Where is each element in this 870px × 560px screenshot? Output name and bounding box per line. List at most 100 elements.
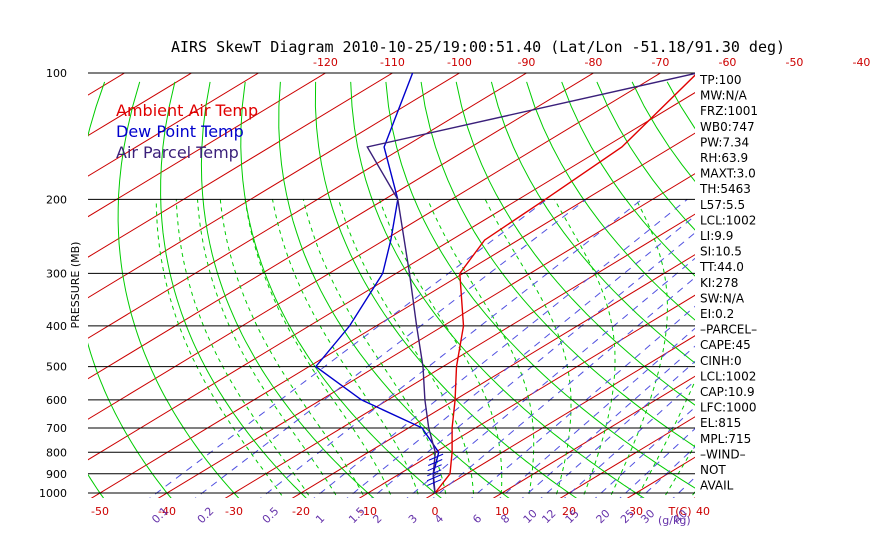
- moist-adiabat-line: [219, 199, 366, 498]
- index-value: SW:N/A: [700, 291, 745, 305]
- index-value: CAP:10.9: [700, 385, 755, 399]
- bottom-temp-unit: T(C): [668, 505, 692, 518]
- bottom-temp-tick-label: 10: [495, 505, 509, 518]
- mixing-ratio-tick-label: 1: [313, 512, 327, 526]
- moist-adiabat-line: [379, 199, 503, 498]
- y-tick-label: 300: [46, 267, 67, 280]
- index-value: LFC:1000: [700, 401, 757, 415]
- index-value: LI:9.9: [700, 229, 733, 243]
- dry-adiabat-line: [490, 81, 695, 364]
- surface-hatch-mark: [427, 464, 442, 472]
- mixing-ratio-line: [432, 276, 695, 498]
- index-value: EL:815: [700, 416, 741, 430]
- isotherm-line: [425, 335, 695, 498]
- mixing-ratio-line: [370, 232, 695, 498]
- dry-adiabat-line: [88, 473, 105, 498]
- y-tick-label: 800: [46, 446, 67, 459]
- top-temp-tick-label: -100: [447, 56, 472, 69]
- mixing-ratio-tick-label: 0.5: [260, 505, 282, 527]
- mixing-ratio-tick-label: 6: [470, 512, 484, 526]
- isotherm-line: [88, 92, 695, 461]
- mixing-ratio-tick-label: 10: [521, 507, 540, 526]
- bottom-temp-tick-label: 20: [562, 505, 576, 518]
- isotherm-line: [291, 254, 695, 498]
- y-tick-label: 400: [46, 320, 67, 333]
- index-value: FRZ:1001: [700, 104, 758, 118]
- axis-tick-labels: -120 -110 -100 -90 -80 -70 -60 -50 -40-50 -40 -30-…: [91, 56, 870, 527]
- bottom-temp-tick-label: -50: [91, 505, 109, 518]
- surface-hatch-mark: [427, 469, 442, 477]
- index-value: NOT: [700, 463, 726, 477]
- dry-adiabat-line: [455, 81, 695, 406]
- isotherm-line: [88, 73, 327, 218]
- index-value: WB0:747: [700, 120, 755, 134]
- profile-air-parcel-temp: [366, 73, 695, 494]
- top-temp-tick-label: -80: [584, 56, 602, 69]
- index-value: TT:44.0: [699, 260, 744, 274]
- moist-adiabat-line: [553, 199, 616, 498]
- index-value: –WIND–: [700, 447, 746, 461]
- moist-adiabat-line: [427, 199, 535, 498]
- isotherm-line: [157, 173, 695, 498]
- moist-adiabat-line: [484, 199, 572, 498]
- dry-adiabat-line: [843, 82, 870, 502]
- dry-adiabat-line: [314, 81, 578, 498]
- chart-title: AIRS SkewT Diagram 2010-10-25/19:00:51.4…: [171, 38, 785, 56]
- isotherm-line: [88, 73, 528, 339]
- bottom-temp-tick-label: 30: [629, 505, 643, 518]
- top-temp-tick-label: -60: [718, 56, 736, 69]
- index-value: PW:7.34: [700, 135, 749, 149]
- index-value: MW:N/A: [700, 89, 748, 103]
- index-value: AVAIL: [700, 479, 734, 493]
- isotherm-line: [88, 73, 595, 380]
- mixing-ratio-line: [521, 345, 695, 498]
- legend-item-ambient-air-temp: Ambient Air Temp: [116, 101, 258, 120]
- index-value: L57:5.5: [700, 198, 745, 212]
- index-value: EI:0.2: [700, 307, 734, 321]
- top-temp-tick-label: -70: [651, 56, 669, 69]
- mixing-ratio-line: [346, 215, 695, 498]
- index-value: MPL:715: [700, 432, 751, 446]
- index-value: TP:100: [699, 73, 742, 87]
- profile-ambient-air-temp: [434, 74, 695, 494]
- index-value: TH:5463: [699, 182, 751, 196]
- mixing-ratio-line: [149, 199, 548, 498]
- surface-hatch-mark: [428, 453, 444, 461]
- surface-hatch-mark: [428, 459, 443, 466]
- mixing-ratio-line: [313, 199, 688, 498]
- mixing-ratio-tick-label: 20: [594, 507, 613, 526]
- dry-adiabat-line: [200, 81, 375, 498]
- isotherm-line: [88, 73, 461, 299]
- y-tick-label: 700: [46, 422, 67, 435]
- mixing-ratio-tick-label: 4: [432, 512, 446, 526]
- y-tick-label: 100: [46, 67, 67, 80]
- dry-adiabat-line: [561, 81, 695, 277]
- isotherm-line: [0, 64, 73, 502]
- mixing-ratio-line: [260, 199, 643, 498]
- mixing-ratio-tick-label: 2: [370, 512, 384, 526]
- isotherm-line: [559, 416, 695, 498]
- isotherm-line: [88, 73, 662, 420]
- index-value: SI:10.5: [700, 245, 742, 259]
- bottom-temp-tick-label: -10: [359, 505, 377, 518]
- y-tick-label: 200: [46, 193, 67, 206]
- top-temp-tick-label: -40: [852, 56, 870, 69]
- dry-adiabat-line: [88, 81, 172, 498]
- surface-hatch-mark: [427, 479, 442, 487]
- y-tick-label: 500: [46, 361, 67, 374]
- top-temp-tick-label: -90: [517, 56, 535, 69]
- legend-item-dew-point-temp: Dew Point Temp: [116, 122, 244, 141]
- isobars: 100 200 300 400 500 600 700 800 900 1000: [39, 67, 695, 500]
- bottom-temp-tick-label: 40: [696, 505, 710, 518]
- mixing-ratio-tick-label: 0.2: [195, 505, 217, 527]
- dry-adiabat-line: [117, 81, 240, 498]
- bottom-temp-tick-label: -30: [225, 505, 243, 518]
- index-value: RH:63.9: [700, 151, 748, 165]
- moist-adiabat-line: [197, 199, 339, 498]
- isotherm-line: [88, 73, 260, 177]
- bottom-temp-tick-label: 0: [432, 505, 439, 518]
- dry-adiabat-line: [666, 81, 695, 130]
- mixing-ratio-line: [194, 199, 587, 498]
- index-value: LCL:1002: [700, 213, 756, 227]
- isotherm-line: [90, 132, 695, 498]
